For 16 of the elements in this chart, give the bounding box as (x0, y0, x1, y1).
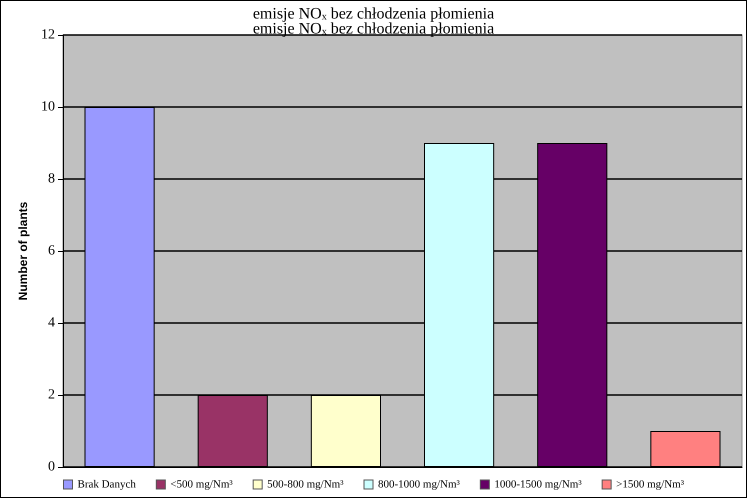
y-tick-label: 4 (48, 316, 55, 330)
legend-label: 800-1000 mg/Nm³ (378, 478, 461, 490)
legend-label: <500 mg/Nm³ (170, 478, 234, 490)
y-tick-label: 10 (41, 100, 55, 114)
y-axis-title: Number of plants (16, 201, 30, 300)
chart-title: emisje NOx bez chłodzenia płomienia (252, 6, 494, 22)
chart-subtitle: emisje NOx bez chłodzenia płomienia (252, 20, 494, 38)
y-tick-label: 0 (48, 460, 55, 474)
y-tick-label: 6 (48, 244, 55, 258)
legend-label: >1500 mg/Nm³ (616, 478, 685, 490)
legend-label: Brak Danych (77, 478, 136, 490)
y-tick-label: 8 (48, 172, 55, 186)
y-tick-label: 12 (41, 28, 55, 42)
legend-label: 500-800 mg/Nm³ (267, 478, 344, 490)
legend-label: 1000-1500 mg/Nm³ (494, 478, 582, 490)
y-tick-label: 2 (48, 388, 55, 402)
